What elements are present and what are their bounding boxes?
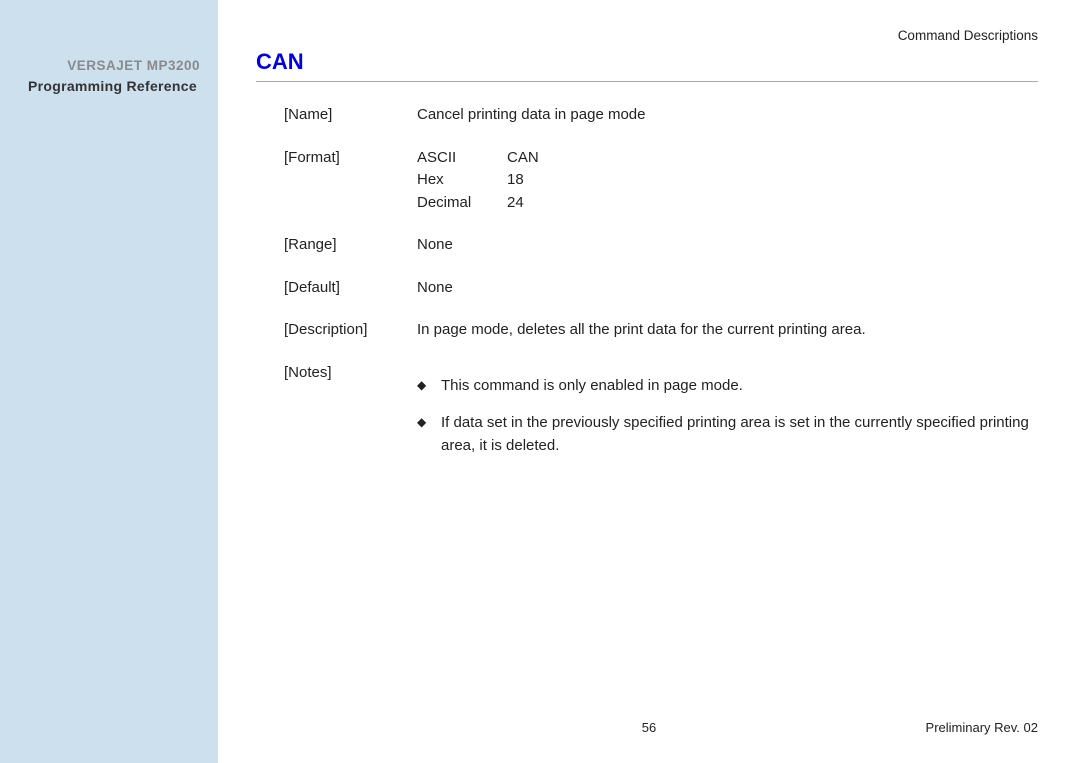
- product-name: VERSAJET MP3200: [67, 58, 200, 73]
- sidebar: VERSAJET MP3200 Programming Reference: [0, 0, 218, 763]
- label-description: [Description]: [284, 319, 417, 342]
- row-description: [Description] In page mode, deletes all …: [284, 319, 1038, 342]
- format-hex-val: 18: [507, 169, 524, 192]
- value-notes: ◆ This command is only enabled in page m…: [417, 362, 1038, 472]
- row-default: [Default] None: [284, 277, 1038, 300]
- row-name: [Name] Cancel printing data in page mode: [284, 104, 1038, 127]
- format-ascii-val: CAN: [507, 147, 539, 170]
- format-hex-key: Hex: [417, 169, 507, 192]
- format-dec-val: 24: [507, 192, 524, 215]
- title-divider: [256, 81, 1038, 82]
- command-title: CAN: [256, 49, 1038, 75]
- note-item: ◆ If data set in the previously specifie…: [417, 411, 1038, 458]
- page-number: 56: [642, 720, 656, 735]
- value-format: ASCII CAN Hex 18 Decimal 24: [417, 147, 1038, 215]
- label-range: [Range]: [284, 234, 417, 257]
- format-dec-key: Decimal: [417, 192, 507, 215]
- label-default: [Default]: [284, 277, 417, 300]
- row-notes: [Notes] ◆ This command is only enabled i…: [284, 362, 1038, 472]
- label-name: [Name]: [284, 104, 417, 127]
- format-ascii-key: ASCII: [417, 147, 507, 170]
- page-footer: 56 Preliminary Rev. 02: [218, 720, 1080, 735]
- value-range: None: [417, 234, 1038, 257]
- section-header: Command Descriptions: [256, 28, 1038, 43]
- note-text: If data set in the previously specified …: [441, 411, 1038, 458]
- label-notes: [Notes]: [284, 362, 417, 472]
- row-format: [Format] ASCII CAN Hex 18 Decimal 24: [284, 147, 1038, 215]
- value-default: None: [417, 277, 1038, 300]
- content-body: [Name] Cancel printing data in page mode…: [256, 104, 1038, 471]
- bullet-icon: ◆: [417, 374, 441, 397]
- bullet-icon: ◆: [417, 411, 441, 458]
- value-name: Cancel printing data in page mode: [417, 104, 1038, 127]
- doc-subtitle: Programming Reference: [28, 78, 197, 94]
- note-text: This command is only enabled in page mod…: [441, 374, 1038, 397]
- main-content: Command Descriptions CAN [Name] Cancel p…: [218, 0, 1080, 763]
- value-description: In page mode, deletes all the print data…: [417, 319, 1038, 342]
- label-format: [Format]: [284, 147, 417, 215]
- note-item: ◆ This command is only enabled in page m…: [417, 374, 1038, 397]
- row-range: [Range] None: [284, 234, 1038, 257]
- revision-label: Preliminary Rev. 02: [926, 720, 1038, 735]
